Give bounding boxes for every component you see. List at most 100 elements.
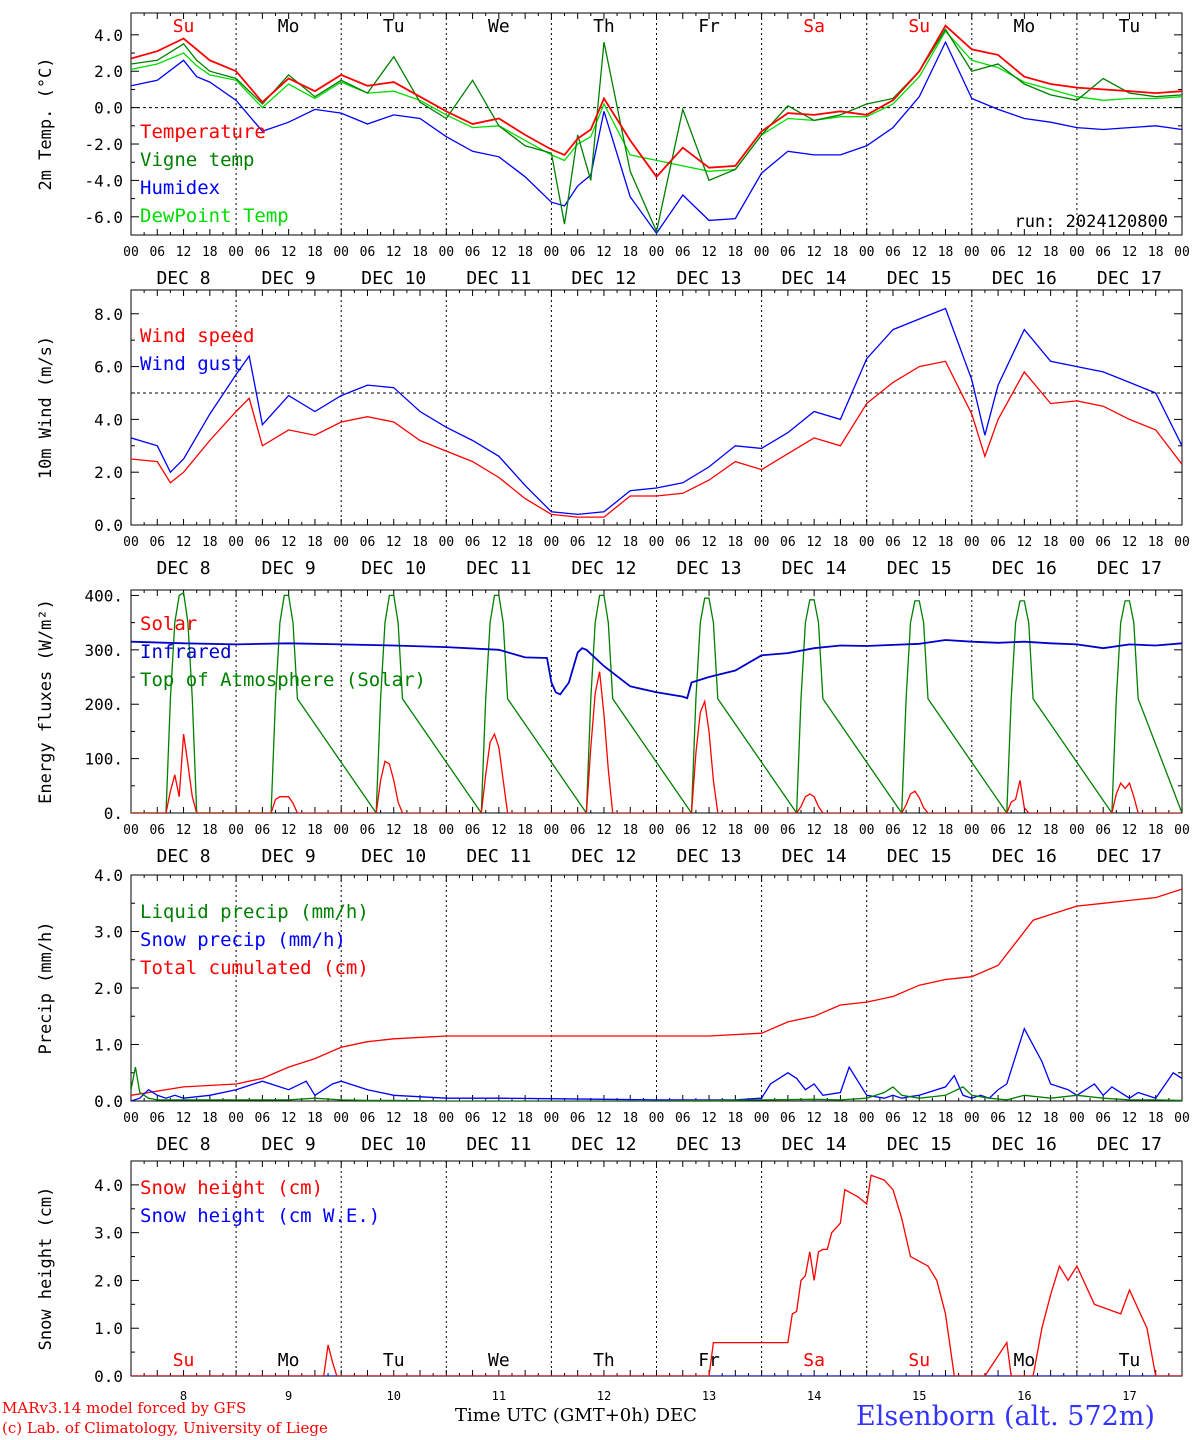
x-tick-label: 06 xyxy=(360,1111,376,1126)
weekday-label: Mo xyxy=(278,16,300,37)
x-tick-label: 00 xyxy=(438,245,454,260)
day-number-label: 10 xyxy=(387,1389,401,1403)
x-tick-label: 12 xyxy=(596,535,612,550)
y-tick-label: 100. xyxy=(84,750,123,769)
x-tick-label: 00 xyxy=(333,245,349,260)
legend-entry: Top of Atmosphere (Solar) xyxy=(140,669,426,691)
day-label: DEC 13 xyxy=(677,846,742,867)
x-tick-label: 18 xyxy=(727,1111,743,1126)
x-tick-label: 06 xyxy=(255,245,271,260)
series-line xyxy=(131,40,1182,235)
y-tick-label: 3.0 xyxy=(94,923,123,942)
day-label: DEC 8 xyxy=(156,1134,210,1155)
x-tick-label: 18 xyxy=(727,535,743,550)
weekday-label: Su xyxy=(173,1350,195,1371)
y-tick-label: 1.0 xyxy=(94,1036,123,1055)
day-label: DEC 13 xyxy=(677,268,742,289)
model-credit: MARv3.14 model forced by GFS xyxy=(2,1399,247,1417)
weekday-label: Mo xyxy=(1014,16,1036,37)
weekday-label: Mo xyxy=(1014,1350,1036,1371)
day-label: DEC 16 xyxy=(992,268,1057,289)
x-tick-label: 18 xyxy=(517,823,533,838)
y-tick-label: 400. xyxy=(84,586,123,605)
x-tick-label: 12 xyxy=(911,823,927,838)
legend-entry: Snow height (cm W.E.) xyxy=(140,1205,380,1227)
x-tick-label: 18 xyxy=(202,535,218,550)
y-tick-label: -4.0 xyxy=(84,171,123,190)
x-tick-label: 00 xyxy=(649,823,665,838)
x-tick-label: 06 xyxy=(885,823,901,838)
series-line xyxy=(131,591,1182,813)
x-tick-label: 12 xyxy=(281,1111,297,1126)
day-label: DEC 12 xyxy=(571,1134,636,1155)
x-tick-label: 00 xyxy=(333,535,349,550)
x-tick-label: 06 xyxy=(675,245,691,260)
precip-panel: 4.0 3.0 2.0 1.0 0.0 Precip (mm/h) 00 06 12 18 DEC … xyxy=(36,866,1190,1155)
x-tick-label: 00 xyxy=(228,1111,244,1126)
x-tick-label: 18 xyxy=(517,1111,533,1126)
x-tick-label: 06 xyxy=(465,823,481,838)
x-tick-label: 00 xyxy=(333,1111,349,1126)
x-tick-label: 00 xyxy=(649,245,665,260)
day-number-label: 14 xyxy=(807,1389,821,1403)
y-tick-label: 0.0 xyxy=(94,99,123,118)
x-tick-label: 12 xyxy=(491,823,507,838)
day-label: DEC 14 xyxy=(782,1134,847,1155)
x-tick-label: 12 xyxy=(596,823,612,838)
weekday-label: Mo xyxy=(278,1350,300,1371)
x-tick-label: 18 xyxy=(202,245,218,260)
day-number-label: 15 xyxy=(912,1389,926,1403)
x-tick-label: 00 xyxy=(228,245,244,260)
x-tick-label: 18 xyxy=(307,823,323,838)
x-tick-label: 18 xyxy=(622,245,638,260)
x-tick-label: 00 xyxy=(964,1111,980,1126)
x-tick-label: 12 xyxy=(1017,1111,1033,1126)
y-tick-label: 2.0 xyxy=(94,463,123,482)
day-number-label: 9 xyxy=(285,1389,292,1403)
x-tick-label: 00 xyxy=(754,1111,770,1126)
x-tick-label: 06 xyxy=(675,823,691,838)
x-tick-label: 18 xyxy=(938,535,954,550)
x-tick-label: 18 xyxy=(833,535,849,550)
y-tick-label: 4.0 xyxy=(94,410,123,429)
x-tick-label: 12 xyxy=(491,1111,507,1126)
weekday-label: Su xyxy=(908,1350,930,1371)
day-label: DEC 11 xyxy=(466,268,531,289)
x-tick-label: 06 xyxy=(675,1111,691,1126)
x-tick-label: 18 xyxy=(412,1111,428,1126)
legend-entry: Infrared xyxy=(140,641,232,663)
x-tick-label: 12 xyxy=(911,245,927,260)
x-tick-label: 00 xyxy=(544,823,560,838)
x-tick-label: 06 xyxy=(990,245,1006,260)
x-tick-label: 00 xyxy=(859,823,875,838)
day-number-label: 8 xyxy=(180,1389,187,1403)
day-number-label: 12 xyxy=(597,1389,611,1403)
day-label: DEC 10 xyxy=(361,1134,426,1155)
y-tick-label: 2.0 xyxy=(94,1271,123,1290)
y-tick-label: 3.0 xyxy=(94,1224,123,1243)
day-label: DEC 9 xyxy=(262,846,316,867)
x-tick-label: 18 xyxy=(833,1111,849,1126)
day-label: DEC 11 xyxy=(466,558,531,579)
day-label: DEC 11 xyxy=(466,846,531,867)
series-line xyxy=(131,30,1182,172)
x-tick-label: 06 xyxy=(255,823,271,838)
x-tick-label: 00 xyxy=(123,535,139,550)
x-tick-label: 12 xyxy=(911,535,927,550)
x-tick-label: 06 xyxy=(360,245,376,260)
x-tick-label: 18 xyxy=(307,1111,323,1126)
day-label: DEC 15 xyxy=(887,846,952,867)
x-tick-label: 18 xyxy=(202,1111,218,1126)
weekday-label: Su xyxy=(908,16,930,37)
x-tick-label: 06 xyxy=(990,1111,1006,1126)
x-tick-label: 00 xyxy=(964,535,980,550)
weekday-label: Tu xyxy=(383,16,405,37)
x-tick-label: 00 xyxy=(754,823,770,838)
x-tick-label: 00 xyxy=(1069,823,1085,838)
series-line xyxy=(131,639,1182,700)
x-tick-label: 00 xyxy=(123,823,139,838)
x-tick-label: 00 xyxy=(964,245,980,260)
energy-panel: 400. 300. 200. 100. 0. Energy fluxes (W/m²) 00… xyxy=(36,586,1190,867)
series-line xyxy=(131,24,1182,179)
day-label: DEC 15 xyxy=(887,1134,952,1155)
